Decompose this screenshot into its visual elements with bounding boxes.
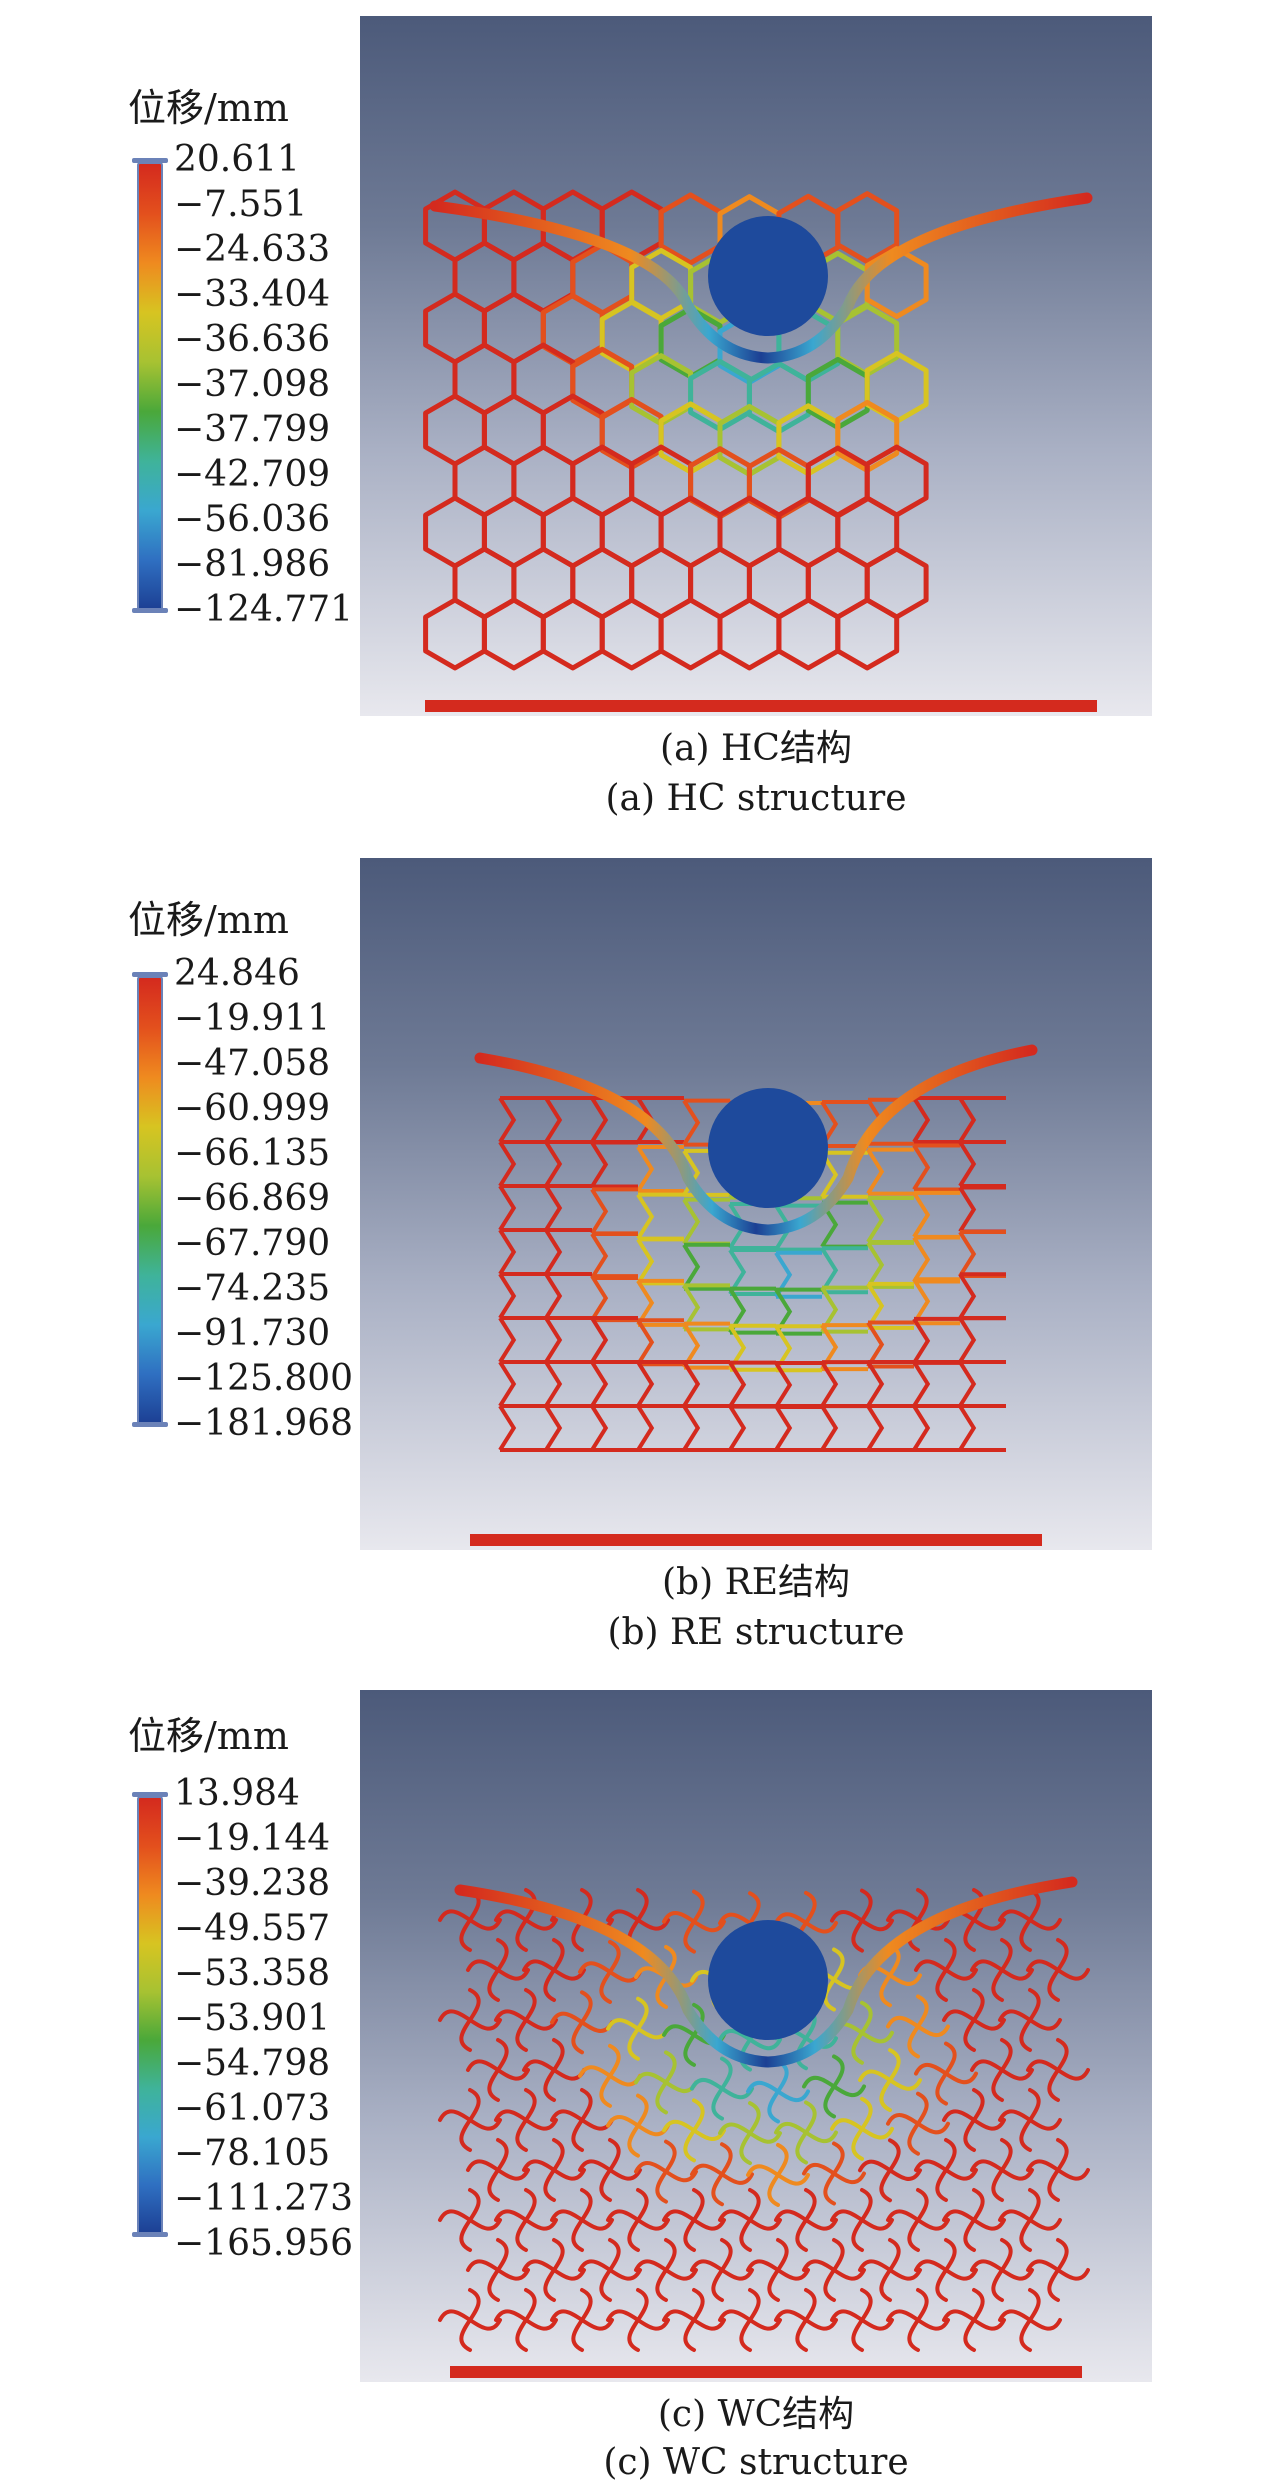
colorbar-bottom-cap	[132, 2232, 168, 2237]
colorbar-tick: −60.999	[174, 1088, 331, 1129]
colorbar-tick: −61.073	[174, 2088, 331, 2129]
colorbar-tick: −66.135	[174, 1133, 331, 1174]
colorbar-tick: 13.984	[174, 1773, 300, 1814]
colorbar-tick: −53.358	[174, 1953, 331, 1994]
colorbar-tick: −66.869	[174, 1178, 331, 1219]
colorbar-tick: −56.036	[174, 499, 331, 540]
colorbar-tick: −42.709	[174, 454, 331, 495]
hc-lattice-render	[423, 189, 1097, 712]
simulation-viewport	[360, 1690, 1152, 2382]
wc-lattice-render	[438, 1876, 1090, 2378]
colorbar-tick: −67.790	[174, 1223, 331, 1264]
colorbar-tick: 24.846	[174, 953, 300, 994]
colorbar-tick: −165.956	[174, 2223, 354, 2264]
colorbar-tick: −91.730	[174, 1313, 331, 1354]
caption-cn: (b) RE结构	[662, 1562, 850, 1603]
panel-hc: 位移/mm 20.611 −7.551 −24.633 −33.404 −36.…	[0, 0, 1276, 830]
caption-en: (b) RE structure	[607, 1612, 905, 1653]
simulation-viewport	[360, 16, 1152, 716]
colorbar-tick: −19.911	[174, 998, 331, 1039]
colorbar-bottom-cap	[132, 608, 168, 613]
colorbar	[137, 162, 163, 612]
colorbar-tick: −33.404	[174, 274, 331, 315]
colorbar-tick: −124.771	[174, 589, 354, 630]
colorbar-tick: −181.968	[174, 1403, 354, 1444]
colorbar-tick: −53.901	[174, 1998, 331, 2039]
legend-title: 位移/mm	[128, 898, 289, 942]
colorbar-tick: −39.238	[174, 1863, 331, 1904]
colorbar-top-cap	[132, 158, 168, 163]
colorbar-tick: −74.235	[174, 1268, 331, 1309]
colorbar-top-cap	[132, 972, 168, 977]
colorbar-tick: −19.144	[174, 1818, 331, 1859]
colorbar-tick: −111.273	[174, 2178, 354, 2219]
colorbar-tick: 20.611	[174, 139, 300, 180]
colorbar-tick: −54.798	[174, 2043, 331, 2084]
caption-en: (c) WC structure	[603, 2442, 909, 2483]
colorbar-tick: −37.098	[174, 364, 331, 405]
colorbar-tick: −36.636	[174, 319, 331, 360]
caption-cn: (a) HC结构	[660, 728, 852, 769]
colorbar-tick: −125.800	[174, 1358, 354, 1399]
legend-title: 位移/mm	[128, 1714, 289, 1758]
colorbar-tick: −37.799	[174, 409, 331, 450]
colorbar-top-cap	[132, 1792, 168, 1797]
colorbar-bottom-cap	[132, 1422, 168, 1427]
caption-en: (a) HC structure	[605, 778, 907, 819]
panel-re: 位移/mm 24.846 −19.911 −47.058 −60.999 −66…	[128, 858, 1152, 1653]
re-lattice-render	[470, 1044, 1042, 1546]
colorbar-tick: −81.986	[174, 544, 331, 585]
colorbar-tick: −47.058	[174, 1043, 331, 1084]
caption-cn: (c) WC结构	[657, 2394, 855, 2435]
colorbar-tick: −78.105	[174, 2133, 331, 2174]
legend-title: 位移/mm	[128, 86, 289, 130]
simulation-viewport	[360, 858, 1152, 1550]
colorbar	[137, 1796, 163, 2236]
colorbar-tick: −24.633	[174, 229, 331, 270]
colorbar	[137, 976, 163, 1426]
colorbar-tick: −49.557	[174, 1908, 331, 1949]
colorbar-tick: −7.551	[174, 184, 308, 225]
